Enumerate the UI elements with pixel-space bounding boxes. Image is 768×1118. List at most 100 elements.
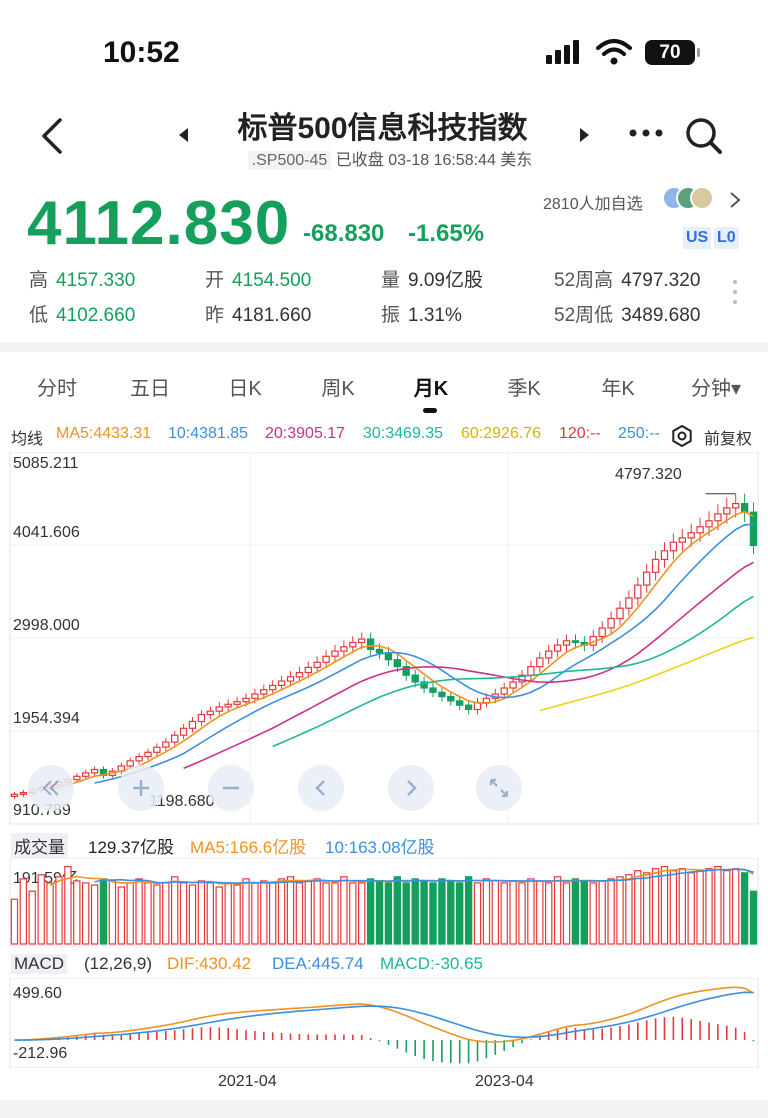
dea-line <box>14 991 754 1041</box>
macd-params: (12,26,9) <box>84 954 153 973</box>
candle <box>527 666 535 676</box>
volume-bar <box>384 882 393 945</box>
candle <box>144 751 152 758</box>
volume-bar <box>197 880 206 945</box>
volume-bar <box>393 876 402 945</box>
volume-bar <box>19 878 28 945</box>
volume-bar <box>527 878 535 945</box>
volume-value: 129.37亿股 <box>88 838 174 857</box>
volume-bar <box>598 880 606 945</box>
candle <box>625 597 633 609</box>
candle <box>562 640 571 646</box>
volume-bar <box>28 890 36 945</box>
candle <box>295 672 304 678</box>
volume-bar <box>55 876 63 945</box>
macd-axis-min: -212.96 <box>13 1045 68 1062</box>
tab-weekly-k[interactable]: 周K <box>321 378 355 400</box>
search-icon[interactable] <box>684 116 724 156</box>
candle <box>19 792 28 795</box>
ma250-value: 250:-- <box>618 425 660 442</box>
prev-stock-icon[interactable] <box>179 128 188 142</box>
tab-five-day[interactable]: 五日 <box>130 378 170 400</box>
volume-bar <box>723 870 731 945</box>
volume-bar <box>215 886 223 945</box>
tab-intraday[interactable]: 分时 <box>37 378 77 400</box>
macd-dif: DIF:430.42 <box>167 954 252 973</box>
adjust-mode-button[interactable]: 前复权 <box>704 431 753 448</box>
volume-bar <box>90 884 99 945</box>
volume-bar <box>375 880 384 945</box>
macd-label[interactable]: MACD <box>11 954 68 974</box>
volume-label[interactable]: 成交量 <box>11 833 68 858</box>
candle <box>669 541 678 552</box>
candle <box>536 657 544 668</box>
tab-minute-dropdown[interactable]: 分钟▾ <box>690 378 742 400</box>
scroll-left-fast-button[interactable] <box>28 765 74 811</box>
candlestick-chart[interactable] <box>0 452 768 828</box>
volume-bar <box>242 878 250 945</box>
candle <box>456 700 464 706</box>
volume-bar <box>740 872 749 945</box>
tab-daily-k[interactable]: 日K <box>228 378 262 400</box>
expand-stats-icon[interactable] <box>731 278 739 308</box>
follower-count[interactable]: 2810人加自选 <box>543 196 643 213</box>
candle <box>233 701 241 705</box>
macd-axis-max: 499.60 <box>13 985 62 1002</box>
volume-bar <box>482 878 491 945</box>
volume-bar <box>331 882 339 945</box>
volume-bar <box>286 876 295 945</box>
candle <box>714 513 722 522</box>
volume-ma5: MA5:166.6亿股 <box>190 838 307 857</box>
ma5-line <box>49 510 754 791</box>
candle <box>393 659 402 668</box>
volume-bar <box>277 878 286 945</box>
scroll-left-button[interactable] <box>298 765 344 811</box>
x-axis-label: 2023-04 <box>475 1073 534 1090</box>
fullscreen-button[interactable] <box>476 765 522 811</box>
candle <box>188 720 197 729</box>
more-icon[interactable] <box>628 126 664 140</box>
next-stock-icon[interactable] <box>580 128 589 142</box>
volume-bar <box>64 866 72 945</box>
tab-monthly-k[interactable]: 月K <box>413 378 449 400</box>
candle <box>206 710 214 716</box>
volume-bar <box>411 878 419 945</box>
back-button[interactable] <box>38 116 66 156</box>
cellular-signal-icon <box>546 40 586 64</box>
ma120-value: 120:-- <box>559 425 601 442</box>
macd-chart[interactable] <box>0 978 768 1068</box>
volume-bar <box>251 882 259 945</box>
volume-bar <box>269 882 277 945</box>
macd-dea: DEA:445.74 <box>272 954 364 973</box>
ma20-line <box>183 561 754 770</box>
volume-bar <box>37 874 45 945</box>
scroll-right-button[interactable] <box>388 765 434 811</box>
market-tag-us: US <box>683 227 712 249</box>
volume-bar <box>634 870 642 945</box>
follower-avatars[interactable] <box>662 186 718 212</box>
candle <box>269 684 277 691</box>
candle <box>429 687 437 693</box>
zoom-out-button[interactable] <box>208 765 254 811</box>
volume-bar <box>616 876 624 945</box>
candle <box>90 768 99 774</box>
volume-bar <box>322 882 330 945</box>
candle <box>705 520 713 528</box>
volume-bar <box>117 886 125 945</box>
settings-icon[interactable] <box>670 424 694 448</box>
price-axis-label: 1954.394 <box>13 710 80 727</box>
volume-bar <box>642 872 651 945</box>
chevron-right-icon[interactable] <box>728 190 742 210</box>
tab-quarterly-k[interactable]: 季K <box>507 378 541 400</box>
volume-chart[interactable] <box>0 858 768 946</box>
active-tab-indicator <box>423 408 437 413</box>
candle <box>162 741 170 748</box>
ma60-value: 60:2926.76 <box>461 425 542 442</box>
stat-volume: 量 9.09亿股 <box>381 270 483 291</box>
volume-bar <box>188 884 197 945</box>
candle <box>553 644 562 652</box>
candle <box>331 650 339 657</box>
tab-yearly-k[interactable]: 年K <box>601 378 635 400</box>
zoom-in-button[interactable] <box>118 765 164 811</box>
